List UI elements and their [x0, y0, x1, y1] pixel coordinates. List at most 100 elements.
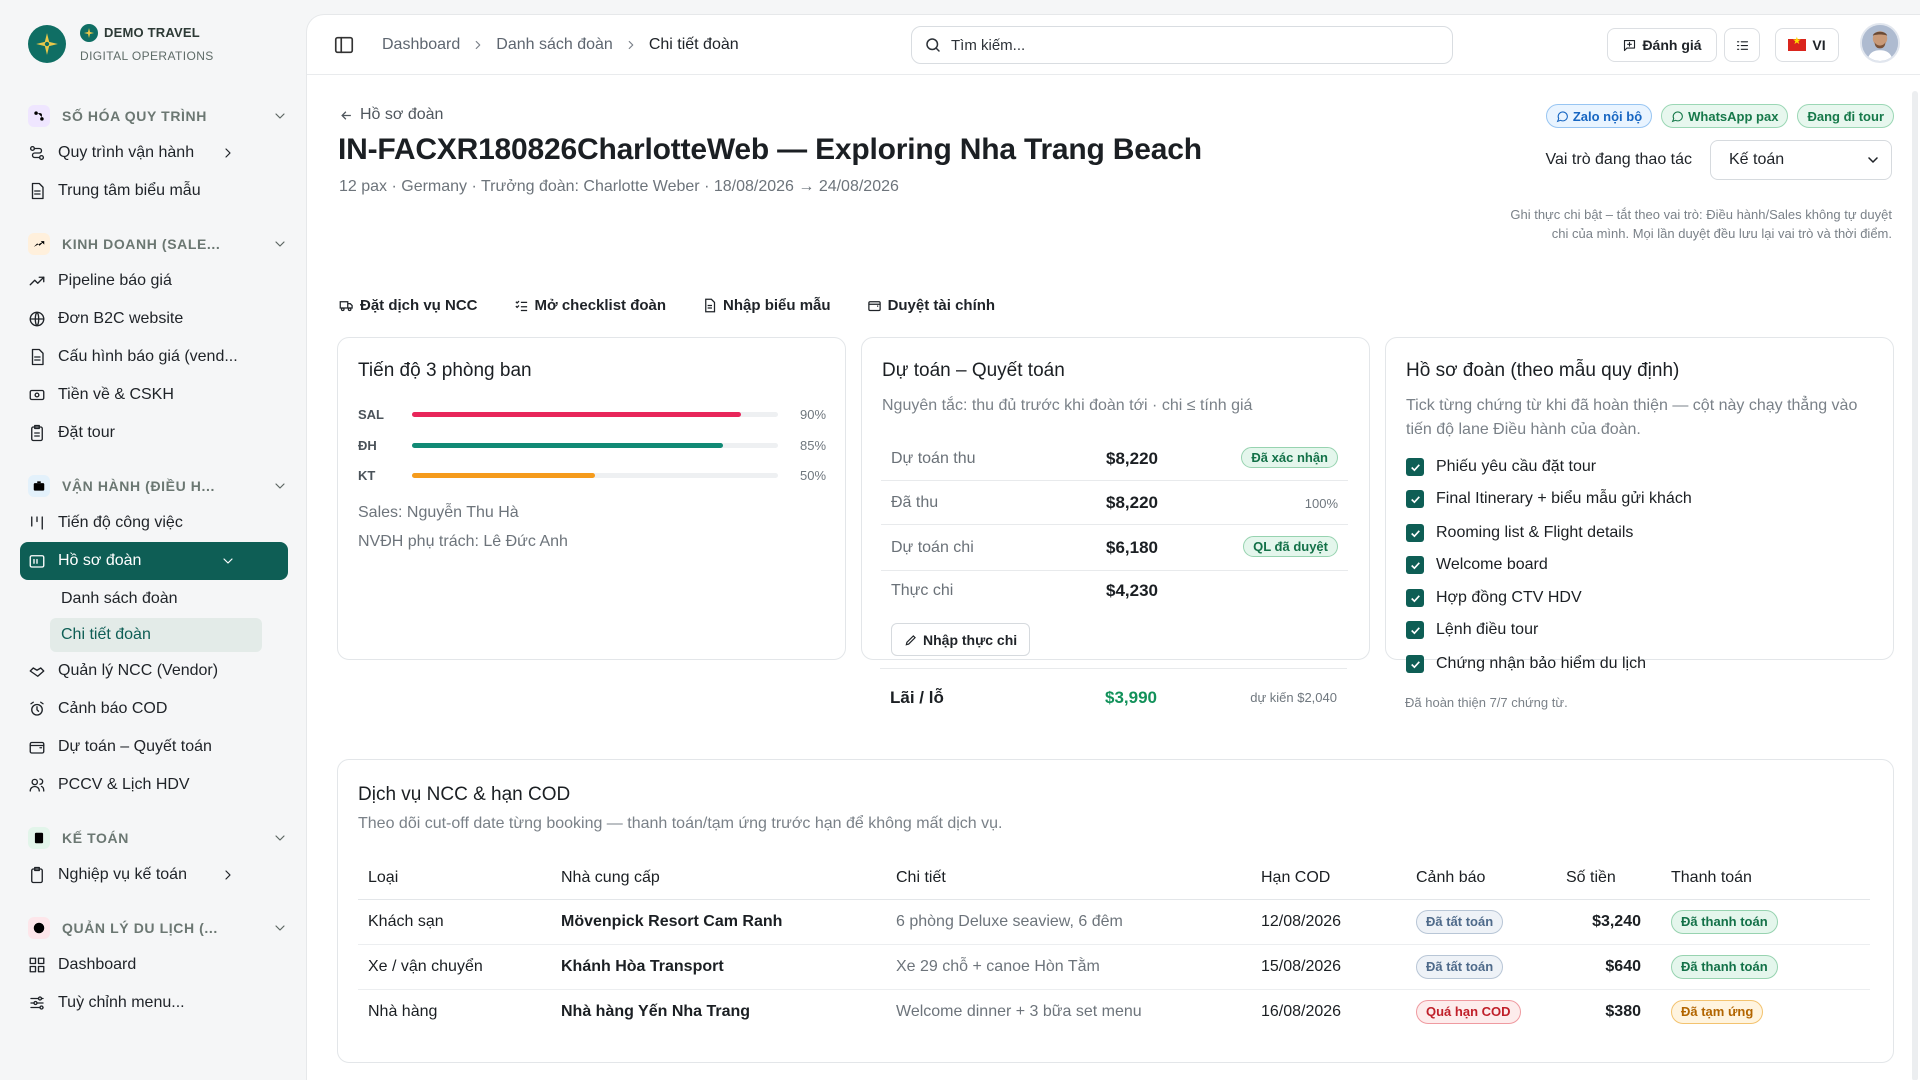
sidebar-item-payments-cskh[interactable]: Tiền về & CSKH: [20, 376, 288, 414]
sidebar-item-customize-menu[interactable]: Tuỳ chỉnh menu...: [20, 984, 288, 1022]
alert-badge: Quá hạn COD: [1416, 999, 1521, 1024]
sidebar-item-dashboard[interactable]: Dashboard: [20, 946, 288, 984]
sidebar-item-quote-config[interactable]: Cấu hình báo giá (vend...: [20, 338, 288, 376]
open-checklist-button[interactable]: Mở checklist đoàn: [514, 297, 666, 314]
progress-track: [412, 411, 778, 417]
chip-zalo[interactable]: Zalo nội bộ: [1545, 104, 1653, 128]
table-row[interactable]: Xe / vận chuyển Khánh Hòa Transport Xe 2…: [358, 944, 1870, 990]
arrow-left-icon: [341, 110, 351, 120]
document-icon: [705, 298, 716, 313]
cell-type: Xe / vận chuyển: [358, 944, 551, 990]
sidebar-item-book-tour[interactable]: Đặt tour: [20, 414, 288, 452]
enter-actual-cost-button[interactable]: Nhập thực chi: [891, 623, 1031, 656]
sidebar-item-label: Cảnh báo COD: [58, 700, 168, 717]
route-icon: [28, 144, 46, 162]
sidebar-nav: SỐ HÓA QUY TRÌNH Quy trình vận hành Trun…: [20, 96, 288, 1022]
sidebar-item-quote-pipeline[interactable]: Pipeline báo giá: [20, 262, 288, 300]
sidebar-item-operating-process[interactable]: Quy trình vận hành: [20, 134, 288, 172]
scrollbar[interactable]: [1912, 91, 1918, 1080]
sidebar-item-pccv-guide-schedule[interactable]: PCCV & Lịch HDV: [20, 766, 288, 804]
review-label: Đánh giá: [1642, 37, 1702, 53]
checkbox-checked-icon[interactable]: [1406, 458, 1424, 476]
checklist-item[interactable]: Chứng nhận bảo hiểm du lịch: [1406, 655, 1646, 673]
chip-label: WhatsApp pax: [1688, 108, 1779, 124]
cell-type: Nhà hàng: [368, 1002, 438, 1020]
sidebar-section-digitization[interactable]: SỐ HÓA QUY TRÌNH: [20, 98, 288, 134]
sidebar-section-accounting[interactable]: KẾ TOÁN: [20, 820, 288, 856]
message-plus-icon: [1622, 38, 1637, 53]
column-header: Loại: [358, 857, 551, 900]
checklist-item[interactable]: Final Itinerary + biểu mẫu gửi khách: [1406, 490, 1692, 508]
progress-value: 85%: [800, 437, 827, 453]
checklist-item[interactable]: Rooming list & Flight details: [1406, 524, 1633, 542]
breadcrumb-dashboard[interactable]: Dashboard: [382, 36, 461, 53]
sidebar-item-label: Quy trình vận hành: [58, 144, 195, 161]
sidebar-item-cod-alerts[interactable]: Cảnh báo COD: [20, 690, 288, 728]
checklist-item[interactable]: Phiếu yêu cầu đặt tour: [1406, 458, 1596, 476]
review-button[interactable]: Đánh giá: [1607, 28, 1717, 62]
budget-row-collected: Đã thu $8,220 100%: [881, 481, 1348, 525]
profit-row: Lãi / lỗ $3,990 dự kiến $2,040: [880, 680, 1347, 720]
chat-bubble-icon: [1671, 110, 1684, 122]
role-select[interactable]: Kế toán: [1710, 140, 1892, 180]
action-bar: Đặt dịch vụ NCC Mở checklist đoàn Nhập b…: [339, 297, 995, 314]
table-row[interactable]: Nhà hàng Nhà hàng Yến Nha Trang Welcome …: [358, 989, 1870, 1034]
checkbox-checked-icon[interactable]: [1406, 524, 1424, 542]
language-switcher[interactable]: VI: [1775, 28, 1839, 62]
row-value: $4,230: [1106, 581, 1158, 600]
breadcrumb: Dashboard Danh sách đoàn Chi tiết đoàn: [382, 36, 739, 54]
topbar: Dashboard Danh sách đoàn Chi tiết đoàn T…: [307, 15, 1920, 75]
cell-detail: Welcome dinner + 3 bữa set menu: [896, 1002, 1142, 1020]
sidebar-item-b2c-orders[interactable]: Đơn B2C website: [20, 300, 288, 338]
sidebar-item-task-progress[interactable]: Tiến độ công việc: [20, 504, 288, 542]
sidebar-item-label: Tiến độ công việc: [58, 514, 183, 531]
sidebar-subitem-group-detail[interactable]: Chi tiết đoàn: [50, 618, 262, 652]
card-subtitle: Nguyên tắc: thu đủ trước khi đoàn tới · …: [882, 397, 1253, 414]
cell-supplier: Nhà hàng Yến Nha Trang: [561, 1002, 751, 1020]
sidebar-item-group-dossier[interactable]: Hồ sơ đoàn: [20, 542, 288, 580]
cell-cod-date: 12/08/2026: [1251, 899, 1406, 945]
back-link[interactable]: Hồ sơ đoàn: [339, 106, 443, 124]
sales-owner: Sales: Nguyễn Thu Hà: [358, 504, 519, 521]
card-title: Tiến độ 3 phòng ban: [358, 360, 532, 381]
truck-icon: [339, 301, 353, 312]
sidebar-subitem-group-list[interactable]: Danh sách đoàn: [61, 590, 178, 607]
globe-icon: [28, 310, 46, 328]
checkbox-checked-icon[interactable]: [1406, 490, 1424, 508]
sidebar-section-travel-management[interactable]: QUẢN LÝ DU LỊCH (...: [20, 910, 288, 946]
chip-whatsapp[interactable]: WhatsApp pax: [1661, 104, 1789, 128]
book-vendor-button[interactable]: Đặt dịch vụ NCC: [339, 297, 478, 314]
breadcrumb-group-list[interactable]: Danh sách đoàn: [496, 36, 613, 53]
cell-supplier: Mövenpick Resort Cam Ranh: [551, 899, 886, 945]
progress-label: ĐH: [358, 437, 377, 453]
section-title: KINH DOANH (SALE...: [62, 236, 221, 252]
checkbox-checked-icon[interactable]: [1406, 589, 1424, 607]
sidebar-section-sales[interactable]: KINH DOANH (SALE...: [20, 226, 288, 262]
sidebar-item-vendor-management[interactable]: Quản lý NCC (Vendor): [20, 652, 288, 690]
sidebar-item-accounting-ops[interactable]: Nghiệp vụ kế toán: [20, 856, 288, 894]
checklist-item[interactable]: Hợp đồng CTV HDV: [1406, 589, 1582, 607]
chevron-right-icon: [471, 38, 485, 52]
sidebar-item-budget-settlement[interactable]: Dự toán – Quyết toán: [20, 728, 288, 766]
sidebar-item-label: Đặt tour: [58, 424, 115, 441]
avatar[interactable]: [1860, 23, 1900, 63]
sidebar-item-forms-center[interactable]: Trung tâm biểu mẫu: [20, 172, 288, 210]
sidebar-item-label: Pipeline báo giá: [58, 272, 172, 289]
checkbox-checked-icon[interactable]: [1406, 655, 1424, 673]
chevron-right-icon: [624, 38, 638, 52]
checklist-button[interactable]: [1724, 28, 1760, 62]
sidebar-toggle-icon[interactable]: [333, 34, 355, 56]
table-row[interactable]: Khách sạn Mövenpick Resort Cam Ranh 6 ph…: [358, 899, 1870, 945]
checklist-item[interactable]: Lệnh điều tour: [1406, 621, 1538, 639]
sidebar-section-operations[interactable]: VẬN HÀNH (ĐIỀU H...: [20, 468, 288, 504]
progress-label: KT: [358, 467, 376, 483]
approve-finance-button[interactable]: Duyệt tài chính: [867, 297, 995, 314]
enter-form-button[interactable]: Nhập biểu mẫu: [702, 297, 831, 314]
search-input[interactable]: Tìm kiếm...: [911, 26, 1453, 64]
brand[interactable]: DEMO TRAVEL DIGITAL OPERATIONS: [28, 24, 214, 64]
checkbox-checked-icon[interactable]: [1406, 556, 1424, 574]
checkbox-checked-icon[interactable]: [1406, 621, 1424, 639]
checklist-item[interactable]: Welcome board: [1406, 556, 1548, 574]
search-placeholder: Tìm kiếm...: [951, 36, 1026, 54]
pencil-icon: [905, 634, 916, 645]
